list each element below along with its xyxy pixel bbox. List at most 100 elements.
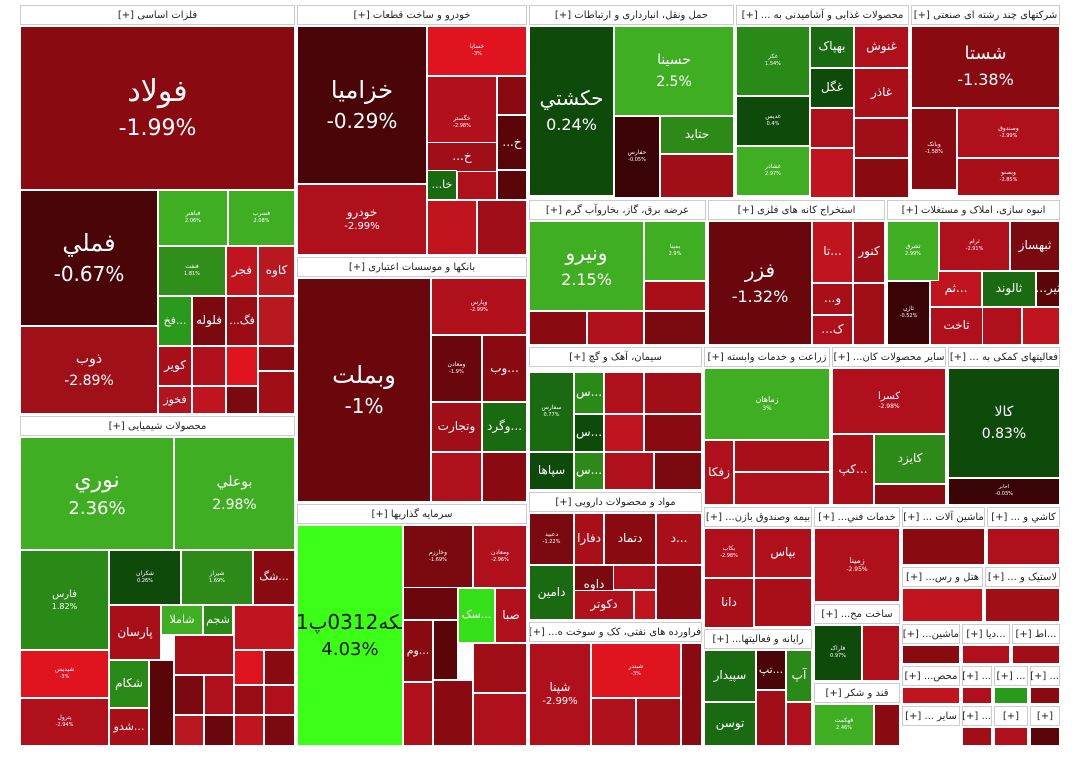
- minor-tile[interactable]: [660, 154, 734, 198]
- minor-tile[interactable]: [985, 588, 1060, 622]
- minor-tile[interactable]: [497, 76, 527, 115]
- tile-shedu[interactable]: ...شدو: [109, 708, 149, 746]
- tile-fkhuz[interactable]: فخوز: [158, 386, 192, 414]
- sector-header-n4[interactable]: ... [+]: [962, 706, 992, 726]
- minor-tile[interactable]: [477, 200, 527, 255]
- tile-fajr[interactable]: فجر: [226, 246, 258, 296]
- sector-header-utilities[interactable]: عرضه برق، گاز، بخاروآب گرم [+]: [529, 200, 706, 220]
- tile-tap[interactable]: ...تپ: [756, 650, 786, 690]
- tile-c1[interactable]: ثشرق 2.99%: [887, 221, 939, 281]
- tile-s3[interactable]: ...س: [574, 452, 604, 490]
- tile-kanor[interactable]: کنور: [853, 221, 885, 283]
- tile-vniro[interactable]: ونیرو 2.15%: [529, 221, 644, 311]
- sector-header-machine2[interactable]: ماشين... [+]: [902, 624, 960, 644]
- sector-header-other[interactable]: ساير ... [+]: [902, 706, 960, 726]
- tile-mu3[interactable]: وبصنو -2.85%: [957, 158, 1060, 196]
- minor-tile[interactable]: [636, 698, 681, 746]
- minor-tile[interactable]: [962, 687, 992, 704]
- sector-header-metals[interactable]: فلزات اساسی [+]: [20, 5, 295, 25]
- tile-foolad[interactable]: فولاد -1.99%: [20, 26, 295, 190]
- minor-tile[interactable]: [634, 590, 656, 620]
- tile-fgag[interactable]: فگ...: [226, 296, 258, 346]
- tile-hasina[interactable]: حسينا 2.5%: [614, 26, 734, 116]
- sector-header-agri[interactable]: زراعت و خدمات وابسته [+]: [704, 347, 830, 367]
- minor-tile[interactable]: [192, 346, 226, 386]
- tile-thir[interactable]: ثير...: [1036, 271, 1060, 307]
- tile-damin[interactable]: دامین: [529, 565, 574, 620]
- tile-fameli[interactable]: فملي -0.67%: [20, 190, 158, 326]
- tile-c3[interactable]: ثاژن -0.52%: [887, 281, 930, 345]
- tile-x1[interactable]: اخابر -0.03%: [948, 478, 1060, 505]
- minor-tile[interactable]: [734, 440, 830, 472]
- minor-tile[interactable]: [433, 680, 473, 746]
- minor-tile[interactable]: [149, 660, 174, 746]
- sector-header-tech[interactable]: خدمات فني... [+]: [814, 507, 900, 527]
- minor-tile[interactable]: [902, 528, 985, 565]
- sector-header-at[interactable]: ...اط [+]: [1012, 624, 1060, 644]
- tile-fars[interactable]: فارس 1.82%: [20, 550, 109, 650]
- tile-shekran[interactable]: شکران 0.26%: [109, 550, 181, 605]
- sector-header-sugar[interactable]: قند و شکر [+]: [814, 683, 900, 703]
- sector-header-mahs[interactable]: محص... [+]: [902, 666, 960, 686]
- tile-sek[interactable]: ...سک: [458, 588, 495, 643]
- minor-tile[interactable]: [234, 605, 295, 650]
- tile-zamahan[interactable]: زماهان 3%: [704, 368, 830, 440]
- minor-tile[interactable]: [204, 715, 234, 746]
- minor-tile[interactable]: [431, 452, 482, 502]
- tile-khazamia[interactable]: خزامیا -0.29%: [297, 26, 427, 184]
- tile-zob[interactable]: ذوب -2.89%: [20, 326, 158, 414]
- minor-tile[interactable]: [482, 452, 527, 502]
- tile-zemina[interactable]: زمينا -2.95%: [814, 528, 900, 602]
- tile-i1[interactable]: وخارزم -1.69%: [403, 525, 473, 588]
- minor-tile[interactable]: [681, 643, 702, 746]
- minor-tile[interactable]: [604, 414, 644, 452]
- minor-tile[interactable]: [258, 371, 295, 414]
- tile-detmad[interactable]: دتماد: [604, 513, 656, 565]
- sector-header-telecom[interactable]: حمل ونقل، انبارداری و ارتباطات [+]: [529, 5, 734, 25]
- minor-tile[interactable]: [987, 528, 1060, 565]
- tile-kaveh[interactable]: کاوه: [258, 246, 295, 296]
- minor-tile[interactable]: [656, 565, 702, 620]
- minor-tile[interactable]: [754, 578, 812, 627]
- minor-tile[interactable]: [433, 620, 458, 680]
- minor-tile[interactable]: [591, 698, 636, 746]
- tile-b1[interactable]: وپارس -2.99%: [431, 278, 527, 335]
- tile-sepidar[interactable]: سپيدار: [704, 650, 756, 702]
- sector-header-food[interactable]: محصولات غذایی و آشامیدنی به ... [+]: [736, 5, 909, 25]
- sector-header-chemicals[interactable]: محصولات شیمیایی [+]: [20, 416, 295, 436]
- minor-tile[interactable]: [234, 715, 264, 746]
- tile-vgard[interactable]: ...وگرد: [482, 402, 527, 452]
- minor-tile[interactable]: [853, 283, 885, 345]
- tile-ch1[interactable]: شپديس -3%: [20, 650, 109, 698]
- tile-v_[interactable]: و...: [812, 283, 853, 315]
- sector-header-n6[interactable]: [+]: [1030, 706, 1060, 726]
- tile-ghgol[interactable]: غگل: [810, 68, 854, 108]
- minor-tile[interactable]: [874, 704, 900, 746]
- minor-tile[interactable]: [994, 727, 1028, 746]
- tile-u1[interactable]: بمپنا 2.9%: [644, 221, 706, 281]
- tile-sepaha[interactable]: سپاها: [529, 452, 574, 490]
- tile-kavir[interactable]: كوير: [158, 346, 192, 386]
- tile-shajam[interactable]: شجم: [203, 605, 233, 635]
- minor-tile[interactable]: [874, 484, 946, 505]
- minor-tile[interactable]: [810, 108, 854, 148]
- minor-tile[interactable]: [994, 687, 1028, 704]
- minor-tile[interactable]: [654, 452, 702, 490]
- tile-kasra[interactable]: کسرا -2.98%: [832, 368, 946, 434]
- tile-k_[interactable]: ک...: [812, 315, 853, 345]
- tile-p1[interactable]: دعبید -1.22%: [529, 513, 574, 565]
- minor-tile[interactable]: [854, 118, 909, 158]
- tile-fkh[interactable]: ...فخ: [158, 296, 192, 346]
- minor-tile[interactable]: [814, 602, 900, 604]
- sector-header-machinery[interactable]: ماشين آلات ... [+]: [902, 507, 985, 527]
- sector-header-auto[interactable]: خودرو و ساخت قطعات [+]: [297, 5, 527, 25]
- minor-tile[interactable]: [810, 148, 854, 198]
- minor-tile[interactable]: [587, 311, 644, 345]
- tile-ch2[interactable]: پترول -2.94%: [20, 698, 109, 746]
- sector-header-ceramic[interactable]: کاشي و ... [+]: [987, 507, 1060, 527]
- tile-kayzd[interactable]: کایزد: [874, 434, 946, 484]
- tile-vbmellat[interactable]: وبملت -1%: [297, 278, 431, 502]
- sector-header-mass[interactable]: ساخت مح... [+]: [814, 604, 900, 624]
- minor-tile[interactable]: [734, 472, 830, 505]
- minor-tile[interactable]: [902, 687, 960, 704]
